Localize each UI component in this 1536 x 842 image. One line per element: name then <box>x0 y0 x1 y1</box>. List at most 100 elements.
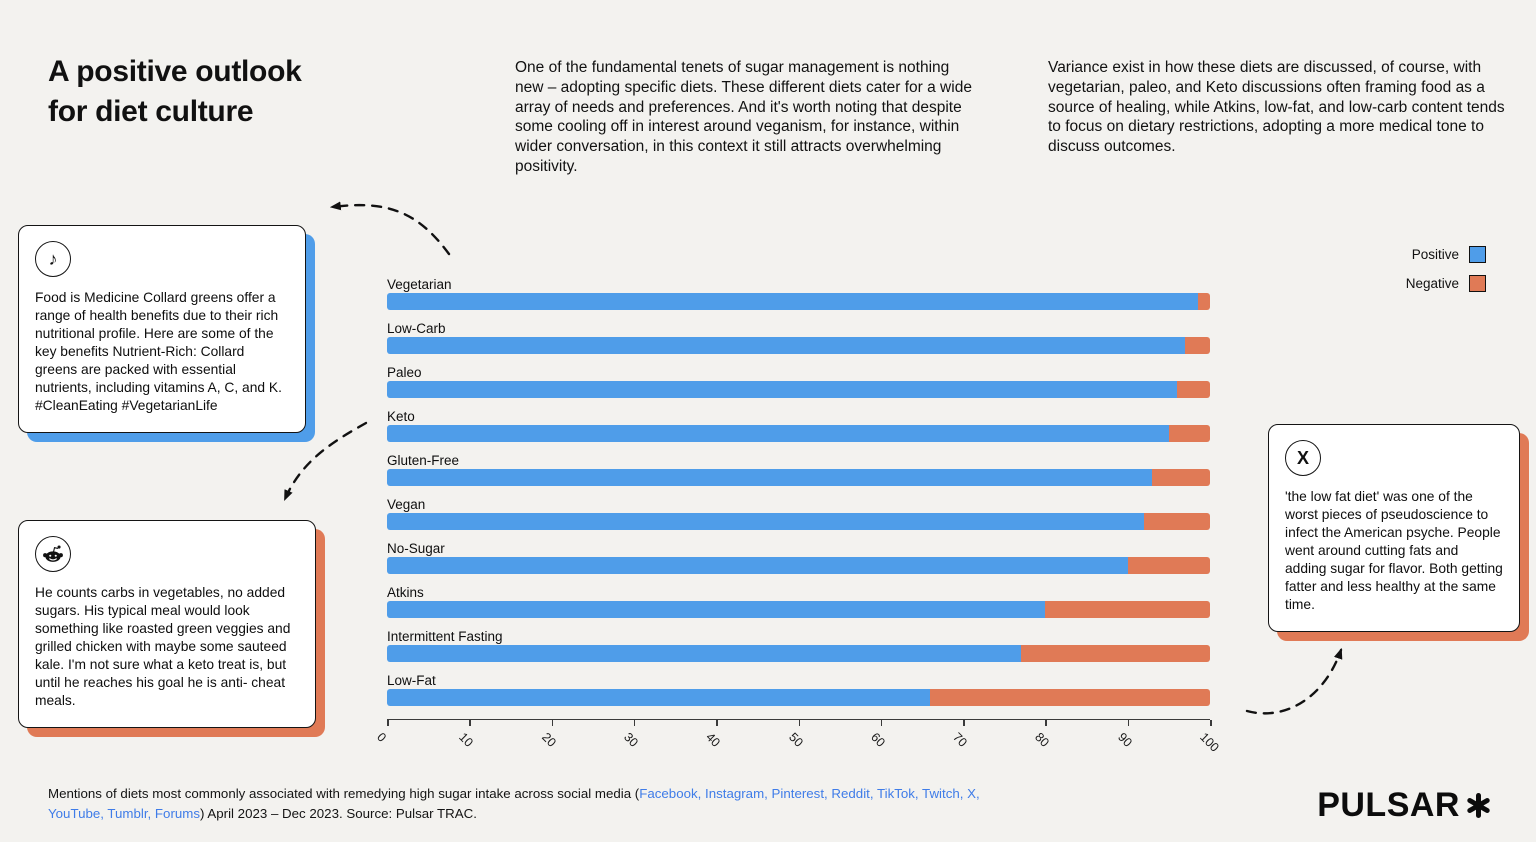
x-axis-tick-label: 30 <box>620 730 641 750</box>
bar-track <box>387 293 1210 310</box>
x-axis-tick-label: 0 <box>374 730 389 745</box>
reddit-quote-text: He counts carbs in vegetables, no added … <box>35 585 291 708</box>
source-platform-links[interactable]: Facebook, Instagram, Pinterest, Reddit, … <box>48 786 980 821</box>
reddit-icon <box>35 536 71 572</box>
x-axis-tick <box>387 720 389 726</box>
bar-category-label: No-Sugar <box>387 541 445 556</box>
x-axis-tick <box>963 720 965 726</box>
legend-item-positive: Positive <box>1412 246 1486 263</box>
bar-category-label: Intermittent Fasting <box>387 629 503 644</box>
bar-category-label: Atkins <box>387 585 424 600</box>
arrow-to-x-card <box>1245 647 1343 715</box>
x-axis-tick <box>1210 720 1212 726</box>
x-axis-tick <box>1127 720 1130 726</box>
bar-track <box>387 425 1210 442</box>
bar-category-label: Vegan <box>387 497 426 512</box>
pulsar-logo: PULSAR <box>1317 786 1492 825</box>
x-axis-tick-label: 50 <box>785 730 806 750</box>
variance-paragraph: Variance exist in how these diets are di… <box>1048 59 1505 156</box>
bar-row: Vegan <box>387 496 1210 530</box>
source-text-segment: ) April 2023 – Dec 2023. Source: Pulsar … <box>200 805 477 821</box>
reddit-quote-card: He counts carbs in vegetables, no added … <box>18 520 316 729</box>
negative-bar-segment <box>1144 513 1210 530</box>
positive-bar-segment <box>387 557 1128 574</box>
bar-track <box>387 337 1210 354</box>
negative-bar-segment <box>1045 601 1210 618</box>
x-axis-tick-label: 40 <box>703 730 724 750</box>
x-axis-tick-label: 10 <box>456 730 477 750</box>
bar-row: Vegetarian <box>387 276 1210 310</box>
intro-paragraph: One of the fundamental tenets of sugar m… <box>515 59 972 176</box>
legend-item-negative: Negative <box>1406 275 1486 292</box>
bar-row: Keto <box>387 408 1210 442</box>
bar-track <box>387 469 1210 486</box>
negative-bar-segment <box>1177 381 1210 398</box>
pulsar-logo-text: PULSAR <box>1317 786 1460 824</box>
bar-row: Paleo <box>387 364 1210 398</box>
legend-positive-label: Positive <box>1411 247 1459 262</box>
negative-bar-segment <box>1168 425 1210 442</box>
page-title: A positive outlook for diet culture <box>48 52 302 132</box>
reddit-alien-icon <box>43 545 63 562</box>
x-axis-tick-label: 70 <box>950 730 970 750</box>
bar-track <box>387 513 1210 530</box>
x-axis-tick-label: 100 <box>1197 730 1222 755</box>
bar-category-label: Paleo <box>387 365 422 380</box>
asterisk-star-icon <box>1467 793 1490 818</box>
bar-category-label: Gluten-Free <box>387 453 460 468</box>
bar-row: Atkins <box>387 584 1210 618</box>
positive-bar-segment <box>387 513 1145 530</box>
arrow-to-reddit-card <box>283 421 368 502</box>
x-quote-text: 'the low fat diet' was one of the worst … <box>1285 489 1503 612</box>
x-axis-tick-label: 60 <box>867 730 888 750</box>
tiktok-icon: ♪ <box>35 241 71 277</box>
positive-bar-segment <box>387 293 1198 310</box>
bar-category-label: Low-Fat <box>387 673 436 688</box>
positive-bar-segment <box>387 425 1169 442</box>
x-logo-glyph: X <box>1296 448 1309 468</box>
bar-row: Low-Fat <box>387 672 1210 706</box>
x-axis-tick <box>798 720 800 726</box>
sentiment-bar-chart: Vegetarian Low-Carb Paleo Keto Gluten-Free Ve… <box>387 276 1210 716</box>
tiktok-quote-card: ♪ Food is Medicine Collard greens offer … <box>18 225 306 434</box>
positive-bar-segment <box>387 469 1153 486</box>
x-axis-tick <box>880 720 883 726</box>
bar-row: Intermittent Fasting <box>387 628 1210 662</box>
legend-negative-swatch <box>1469 275 1486 292</box>
x-axis-tick <box>716 720 718 726</box>
bar-category-label: Keto <box>387 409 415 424</box>
x-icon: X <box>1285 440 1321 476</box>
page-title-line1: A positive outlook <box>48 55 302 88</box>
bar-track <box>387 381 1210 398</box>
bar-row: Low-Carb <box>387 320 1210 354</box>
positive-bar-segment <box>387 601 1046 618</box>
negative-bar-segment <box>1152 469 1210 486</box>
tiktok-note-glyph: ♪ <box>48 249 58 269</box>
bar-track <box>387 557 1210 574</box>
x-axis-tick <box>469 720 471 726</box>
chart-legend: Positive Negative <box>1406 246 1486 292</box>
x-axis-tick <box>1045 720 1047 726</box>
x-axis-line <box>387 719 1210 720</box>
tiktok-quote-text: Food is Medicine Collard greens offer a … <box>35 290 282 413</box>
x-axis-tick-label: 90 <box>1114 730 1135 750</box>
x-axis-tick <box>551 720 554 726</box>
bar-track <box>387 689 1210 706</box>
positive-bar-segment <box>387 381 1178 398</box>
x-quote-card: X 'the low fat diet' was one of the wors… <box>1268 424 1520 633</box>
negative-bar-segment <box>1020 645 1210 662</box>
negative-bar-segment <box>1197 293 1210 310</box>
bar-track <box>387 601 1210 618</box>
negative-bar-segment <box>930 689 1210 706</box>
positive-bar-segment <box>387 645 1021 662</box>
bar-track <box>387 645 1210 662</box>
bar-row: Gluten-Free <box>387 452 1210 486</box>
positive-bar-segment <box>387 337 1186 354</box>
positive-bar-segment <box>387 689 931 706</box>
negative-bar-segment <box>1127 557 1210 574</box>
x-axis-tick-label: 80 <box>1032 730 1053 750</box>
source-note: Mentions of diets most commonly associat… <box>48 784 983 824</box>
arrow-to-tiktok-card <box>329 201 451 256</box>
legend-negative-label: Negative <box>1405 276 1459 291</box>
